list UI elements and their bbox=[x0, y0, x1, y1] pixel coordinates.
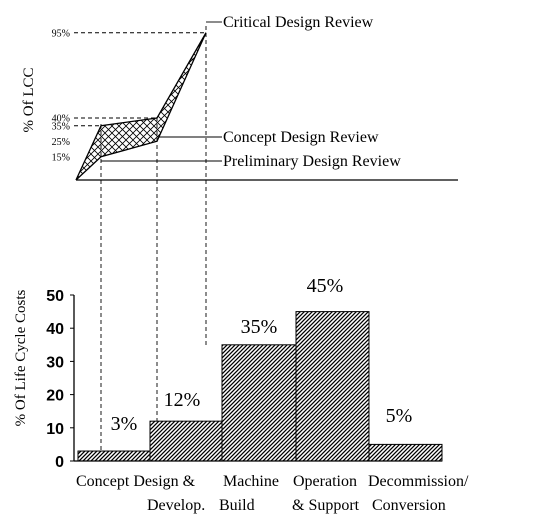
lcc-commitment-chart: % Of LCC 95% 40%35% 25% 15% Critical Design… bbox=[21, 14, 458, 181]
review-annotations: Critical Design Review Concept Design Rev… bbox=[101, 14, 401, 170]
top-y-axis-label: % Of LCC bbox=[21, 68, 37, 133]
phase-label-line1: Concept Design & bbox=[76, 473, 196, 490]
top-y-tick-label: 35% bbox=[52, 121, 70, 132]
top-y-tick-label: 40% bbox=[52, 114, 70, 125]
lcc-band bbox=[75, 32, 207, 181]
bar-value-label: 5% bbox=[386, 405, 413, 427]
bar bbox=[368, 443, 443, 462]
top-y-tick-label: 25% bbox=[52, 137, 70, 148]
top-y-tick-labels: 95% 40%35% 25% 15% bbox=[52, 28, 70, 163]
bottom-y-axis-label: % Of Life Cycle Costs bbox=[13, 290, 29, 427]
phase-connector-lines bbox=[100, 26, 207, 450]
phase-label-line1: Machine bbox=[223, 473, 279, 490]
bar bbox=[221, 344, 297, 462]
lower-bound-line bbox=[75, 32, 207, 181]
bar bbox=[149, 420, 223, 462]
phase-category-labels: Concept Design & Machine Operation Decommis… bbox=[76, 473, 469, 514]
bar-value-label: 35% bbox=[241, 316, 278, 338]
bottom-y-tick-label: 40 bbox=[46, 321, 64, 338]
phase-label-line2: & Support bbox=[292, 497, 360, 514]
bar-value-label: 45% bbox=[307, 275, 344, 297]
review-annotation-label: Critical Design Review bbox=[223, 14, 374, 31]
bottom-y-tick-labels: 0 10 20 30 40 50 bbox=[46, 288, 74, 471]
bottom-y-tick-label: 30 bbox=[46, 354, 64, 371]
bar bbox=[295, 311, 370, 462]
top-y-tick-label: 15% bbox=[52, 152, 70, 163]
review-annotation-label: Preliminary Design Review bbox=[223, 153, 401, 170]
bottom-y-tick-label: 50 bbox=[46, 288, 64, 305]
bottom-y-tick-label: 10 bbox=[46, 421, 64, 438]
bottom-y-tick-label: 20 bbox=[46, 388, 64, 405]
review-annotation-label: Concept Design Review bbox=[223, 129, 379, 146]
phase-label-line1: Decommission/ bbox=[368, 473, 469, 490]
top-y-tick-label: 95% bbox=[52, 28, 70, 39]
phase-label-line2: Develop. bbox=[147, 497, 205, 514]
bar-value-label: 12% bbox=[164, 389, 201, 411]
bar bbox=[77, 450, 151, 462]
bars bbox=[77, 311, 443, 462]
phase-label-line2: Conversion bbox=[372, 497, 446, 514]
bar-value-label: 3% bbox=[111, 413, 138, 435]
top-reference-dashes bbox=[74, 32, 206, 127]
phase-label-line2: Build bbox=[219, 497, 255, 514]
bottom-y-tick-label: 0 bbox=[55, 454, 64, 471]
phase-label-line1: Operation bbox=[293, 473, 357, 490]
upper-bound-line bbox=[75, 32, 207, 181]
bar-value-labels: 3% 12% 35% 45% 5% bbox=[111, 275, 413, 435]
lcc-band-fill bbox=[76, 32, 206, 180]
